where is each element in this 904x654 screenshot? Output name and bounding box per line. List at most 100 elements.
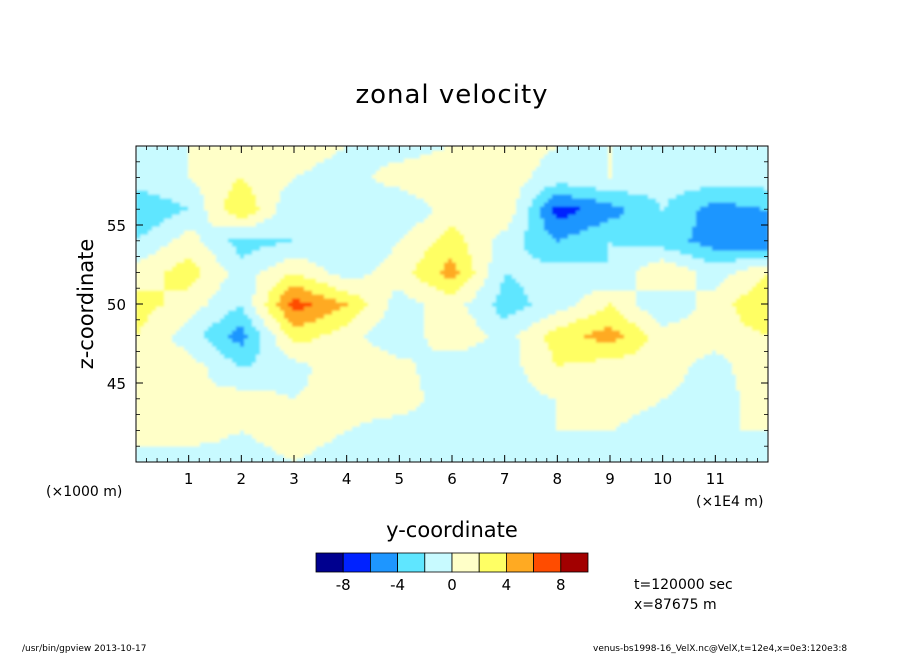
heatmap-cell	[320, 350, 325, 355]
heatmap-cell	[432, 418, 437, 423]
heatmap-cell	[576, 414, 581, 419]
heatmap-cell	[464, 378, 469, 383]
heatmap-cell	[724, 418, 729, 423]
heatmap-cell	[196, 418, 201, 423]
heatmap-cell	[260, 414, 265, 419]
heatmap-cell	[636, 434, 641, 439]
heatmap-cell	[448, 430, 453, 435]
heatmap-cell	[464, 406, 469, 411]
heatmap-cell	[292, 378, 297, 383]
heatmap-cell	[220, 414, 225, 419]
heatmap-cell	[536, 338, 541, 343]
heatmap-cell	[356, 434, 361, 439]
heatmap-cell	[236, 382, 241, 387]
heatmap-cell	[596, 362, 601, 367]
heatmap-cell	[212, 358, 217, 363]
heatmap-cell	[312, 358, 317, 363]
heatmap-cell	[196, 334, 201, 339]
heatmap-cell	[552, 362, 557, 367]
heatmap-cell	[476, 354, 481, 359]
heatmap-cell	[704, 378, 709, 383]
heatmap-cell	[652, 342, 657, 347]
heatmap-cell	[732, 342, 737, 347]
heatmap-cell	[136, 354, 141, 359]
heatmap-cell	[348, 458, 353, 462]
heatmap-cell	[640, 434, 645, 439]
heatmap-cell	[312, 354, 317, 359]
heatmap-cell	[436, 446, 441, 451]
heatmap-cell	[184, 350, 189, 355]
heatmap-cell	[148, 402, 153, 407]
heatmap-cell	[644, 338, 649, 343]
heatmap-cell	[540, 434, 545, 439]
heatmap-cell	[504, 398, 509, 403]
heatmap-cell	[192, 394, 197, 399]
heatmap-cell	[236, 390, 241, 395]
heatmap-cell	[252, 346, 257, 351]
heatmap-cell	[164, 382, 169, 387]
heatmap-cell	[380, 370, 385, 375]
heatmap-cell	[364, 366, 369, 371]
heatmap-cell	[672, 406, 677, 411]
heatmap-cell	[484, 458, 489, 462]
heatmap-cell	[652, 426, 657, 431]
heatmap-cell	[720, 370, 725, 375]
heatmap-cell	[336, 354, 341, 359]
heatmap-cell	[440, 334, 445, 339]
heatmap-cell	[352, 354, 357, 359]
heatmap-cell	[692, 350, 697, 355]
heatmap-cell	[244, 338, 249, 343]
heatmap-cell	[700, 442, 705, 447]
heatmap-cell	[264, 374, 269, 379]
heatmap-cell	[476, 446, 481, 451]
heatmap-cell	[608, 374, 613, 379]
heatmap-cell	[692, 446, 697, 451]
heatmap-cell	[388, 342, 393, 347]
heatmap-cell	[408, 446, 413, 451]
heatmap-cell	[572, 382, 577, 387]
heatmap-cell	[348, 370, 353, 375]
heatmap-cell	[296, 414, 301, 419]
heatmap-cell	[700, 450, 705, 455]
heatmap-cell	[684, 390, 689, 395]
heatmap-cell	[444, 438, 449, 443]
heatmap-cell	[432, 362, 437, 367]
heatmap-cell	[396, 422, 401, 427]
heatmap-cell	[204, 414, 209, 419]
heatmap-cell	[344, 338, 349, 343]
heatmap-cell	[752, 458, 757, 462]
heatmap-cell	[340, 362, 345, 367]
heatmap-cell	[252, 430, 257, 435]
heatmap-cell	[164, 390, 169, 395]
heatmap-cell	[424, 386, 429, 391]
heatmap-cell	[520, 374, 525, 379]
heatmap-cell	[184, 358, 189, 363]
heatmap-cell	[192, 358, 197, 363]
heatmap-cell	[564, 354, 569, 359]
heatmap-cell	[604, 342, 609, 347]
heatmap-cell	[372, 354, 377, 359]
heatmap-cell	[464, 386, 469, 391]
heatmap-cell	[464, 446, 469, 451]
heatmap-cell	[320, 450, 325, 455]
heatmap-cell	[192, 438, 197, 443]
heatmap-cell	[660, 450, 665, 455]
heatmap-cell	[436, 418, 441, 423]
heatmap-cell	[424, 390, 429, 395]
heatmap-cell	[460, 386, 465, 391]
heatmap-cell	[748, 386, 753, 391]
heatmap-cell	[484, 434, 489, 439]
heatmap-cell	[260, 410, 265, 415]
heatmap-cell	[376, 406, 381, 411]
heatmap-cell	[532, 410, 537, 415]
heatmap-cell	[260, 450, 265, 455]
heatmap-cell	[552, 454, 557, 459]
heatmap-cell	[396, 382, 401, 387]
heatmap-cell	[432, 454, 437, 459]
heatmap-cell	[648, 358, 653, 363]
heatmap-cell	[680, 426, 685, 431]
heatmap-cell	[368, 406, 373, 411]
heatmap-cell	[524, 450, 529, 455]
heatmap-cell	[656, 358, 661, 363]
heatmap-cell	[428, 450, 433, 455]
